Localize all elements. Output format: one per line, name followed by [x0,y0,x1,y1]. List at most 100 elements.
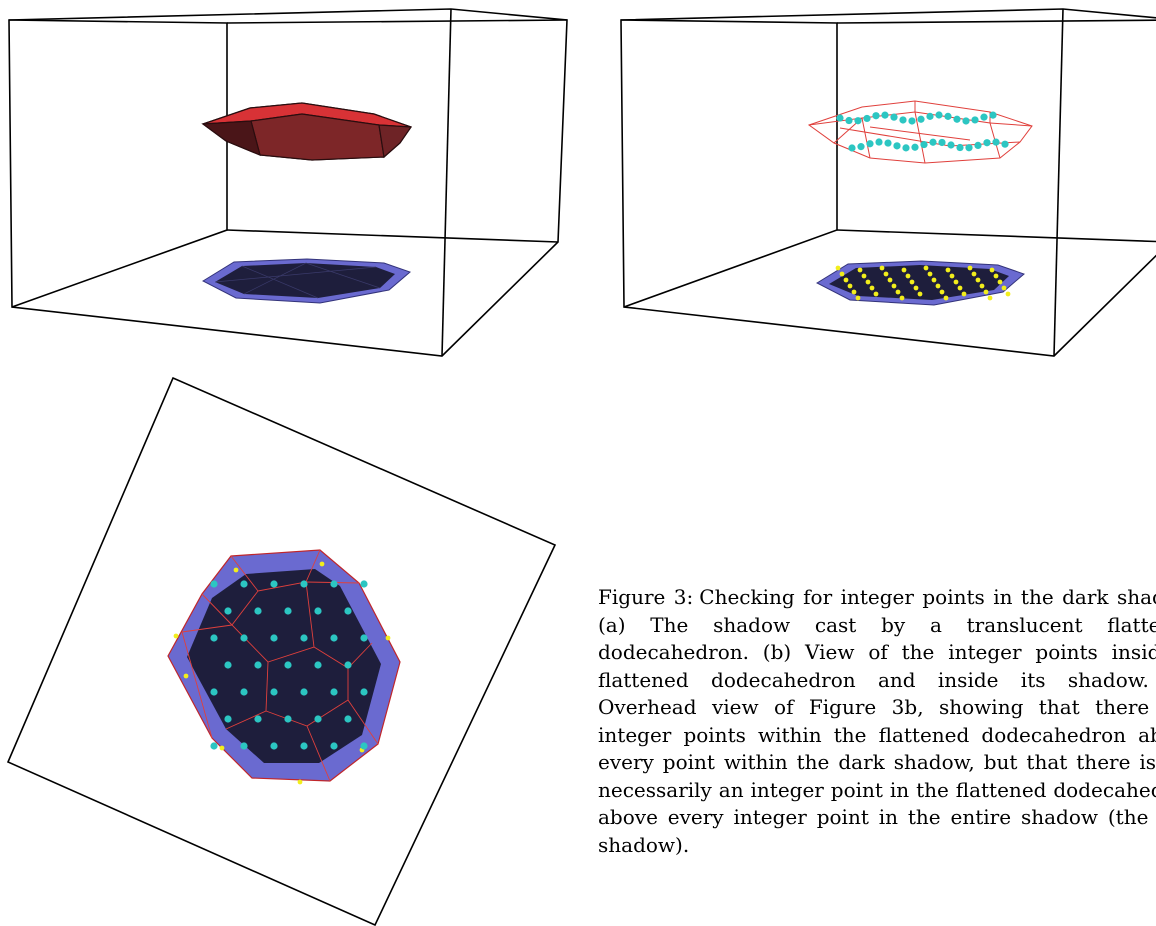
overhead-interior-point [224,661,232,669]
shadow-point [939,289,945,295]
shadow-point [901,267,907,273]
overhead-interior-point [254,661,262,669]
overhead-interior-point [344,661,352,669]
shadow-point [945,267,951,273]
overhead-interior-point [314,715,322,723]
overhead-interior-point [300,688,308,696]
overhead-interior-point [254,715,262,723]
figure-caption: Figure 3: Checking for integer points in … [598,584,1156,859]
overhead-interior-point [300,580,308,588]
overhead-interior-point [210,580,218,588]
interior-point [980,113,988,121]
interior-point [866,140,874,148]
shadow-point [839,271,845,277]
overhead-interior-point [210,742,218,750]
shadow-point [887,277,893,283]
interior-point [911,143,919,151]
overhead-interior-point [224,607,232,615]
overhead-shadow-point [233,567,239,573]
interior-point [917,115,925,123]
interior-point [875,138,883,146]
interior-point [836,114,844,122]
shadow-point [869,285,875,291]
overhead-interior-point [330,580,338,588]
shadow-point [895,289,901,295]
shadow-point [899,295,905,301]
bounding-box [8,8,568,357]
rotated-box-outline [6,376,557,926]
shadow-point [905,273,911,279]
shadow-point [983,289,989,295]
overhead-interior-point [240,688,248,696]
shadow-integer-points [835,265,1011,301]
interior-point [989,111,997,119]
shadow-point [931,277,937,283]
overhead-interior-point [300,634,308,642]
bounding-box [620,8,1156,357]
overhead-shadow-point [385,635,391,641]
overhead-interior-point [284,715,292,723]
shadow-point [847,283,853,289]
shadow-point [843,277,849,283]
interior-point [884,139,892,147]
overhead-interior-point [284,607,292,615]
shadow-point [987,295,993,301]
overhead-interior-point [330,634,338,642]
overhead-interior-point [224,715,232,723]
interior-point [974,141,982,150]
overhead-interior-point [210,688,218,696]
overhead-interior-point [330,742,338,750]
interior-point [935,111,943,119]
panel-c-overhead-view [6,376,557,926]
interior-point [857,143,865,151]
shadow-point [997,279,1003,285]
shadow-point [857,267,863,273]
shadow-point [865,279,871,285]
shadow-point [927,271,933,277]
overhead-interior-point [300,742,308,750]
shadow-point [967,265,973,271]
interior-point [872,112,880,120]
shadow-point [971,271,977,277]
overhead-interior-point [270,634,278,642]
shadow-point [935,283,941,289]
overhead-interior-point [270,742,278,750]
overhead-shadow-point [297,779,303,785]
interior-point [971,116,979,124]
shadow-point [913,285,919,291]
overhead-interior-point [360,634,368,642]
shadow-a [201,258,411,304]
overhead-interior-point [270,688,278,696]
interior-point [926,112,934,120]
flattened-dodecahedron [201,102,413,161]
overhead-interior-point [240,580,248,588]
shadow-point [979,283,985,289]
caption-text: Checking for integer points in the dark … [598,585,1156,857]
overhead-interior-point [360,688,368,696]
overhead-interior-point [314,607,322,615]
shadow-point [851,289,857,295]
shadow-point [891,283,897,289]
interior-point [929,138,937,146]
overhead-interior-point [284,661,292,669]
interior-point [881,111,889,119]
overhead-interior-point [344,715,352,723]
shadow-point [909,279,915,285]
interior-point [962,117,970,125]
shadow-point [989,267,995,273]
shadow-point [855,295,861,301]
interior-point [863,114,871,123]
overhead-shadow-point [319,561,325,567]
overhead-interior-point [360,742,368,750]
overhead-shadow-point [219,745,225,751]
shadow-point [993,273,999,279]
shadow-point [861,273,867,279]
overhead-dodecahedron-points [210,580,368,750]
interior-point [938,138,946,147]
overhead-interior-point [270,580,278,588]
shadow-b [815,260,1025,306]
panel-b-integer-points-view [620,8,1156,357]
interior-point [890,113,898,121]
interior-point [953,115,961,123]
shadow-point [1005,291,1011,297]
